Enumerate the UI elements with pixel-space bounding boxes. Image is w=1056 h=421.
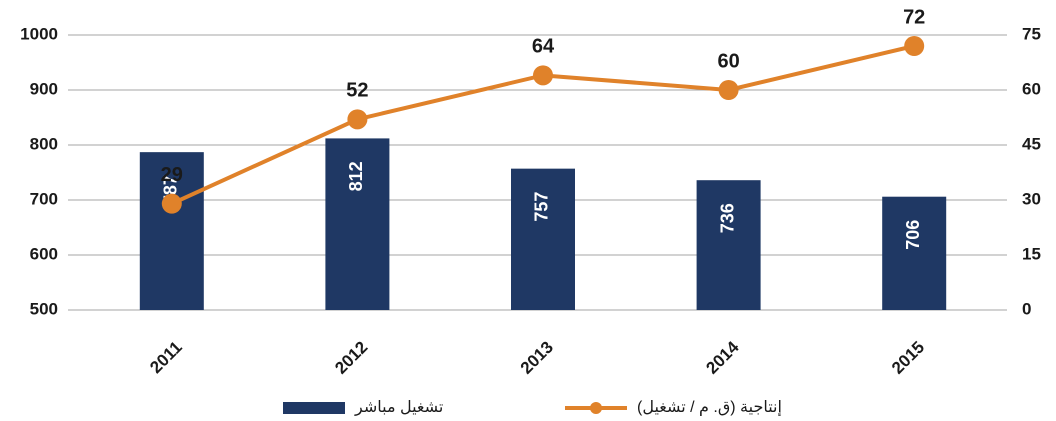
line-value-label: 64 — [532, 36, 555, 58]
bar-value-label: 736 — [717, 203, 737, 233]
y-tick-label: 900 — [30, 79, 58, 98]
y-tick-label: 700 — [30, 189, 58, 208]
line-value-label: 72 — [903, 6, 925, 28]
bar — [325, 138, 390, 310]
y2-tick-label: 30 — [1022, 189, 1041, 208]
bar — [139, 152, 204, 310]
x-tick-label: 2015 — [888, 338, 928, 378]
bar — [511, 168, 575, 310]
legend-swatch — [283, 402, 345, 414]
line-marker — [718, 80, 739, 100]
y-tick-label: 1000 — [20, 24, 58, 43]
y2-tick-label: 45 — [1022, 134, 1041, 153]
legend-label: تشغيل مباشر — [354, 399, 443, 417]
bar — [882, 196, 947, 310]
legend-label: إنتاجية (ق. م / تشغيل) — [637, 399, 782, 416]
bar-value-label: 812 — [346, 161, 366, 191]
x-tick-label: 2012 — [331, 338, 371, 378]
x-tick-label: 2013 — [517, 338, 557, 378]
y2-tick-label: 60 — [1022, 79, 1041, 98]
bar — [696, 180, 761, 310]
line-value-label: 29 — [161, 164, 183, 186]
y-tick-label: 800 — [30, 134, 58, 153]
line-marker — [161, 193, 182, 214]
bar-value-label: 706 — [903, 220, 923, 250]
line-marker — [533, 65, 553, 86]
y-tick-label: 500 — [30, 299, 58, 318]
y2-tick-label: 0 — [1022, 299, 1031, 318]
line-value-label: 52 — [346, 80, 368, 102]
legend-swatch-marker — [590, 402, 602, 414]
line-value-label: 60 — [717, 50, 739, 72]
x-tick-label: 2014 — [702, 337, 743, 378]
line-marker — [904, 36, 925, 56]
y2-tick-label: 15 — [1022, 244, 1041, 263]
line-marker — [347, 109, 368, 130]
bar-value-label: 757 — [532, 192, 552, 222]
x-tick-label: 2011 — [146, 338, 186, 378]
y-tick-label: 600 — [30, 244, 58, 263]
y2-tick-label: 75 — [1022, 24, 1041, 43]
